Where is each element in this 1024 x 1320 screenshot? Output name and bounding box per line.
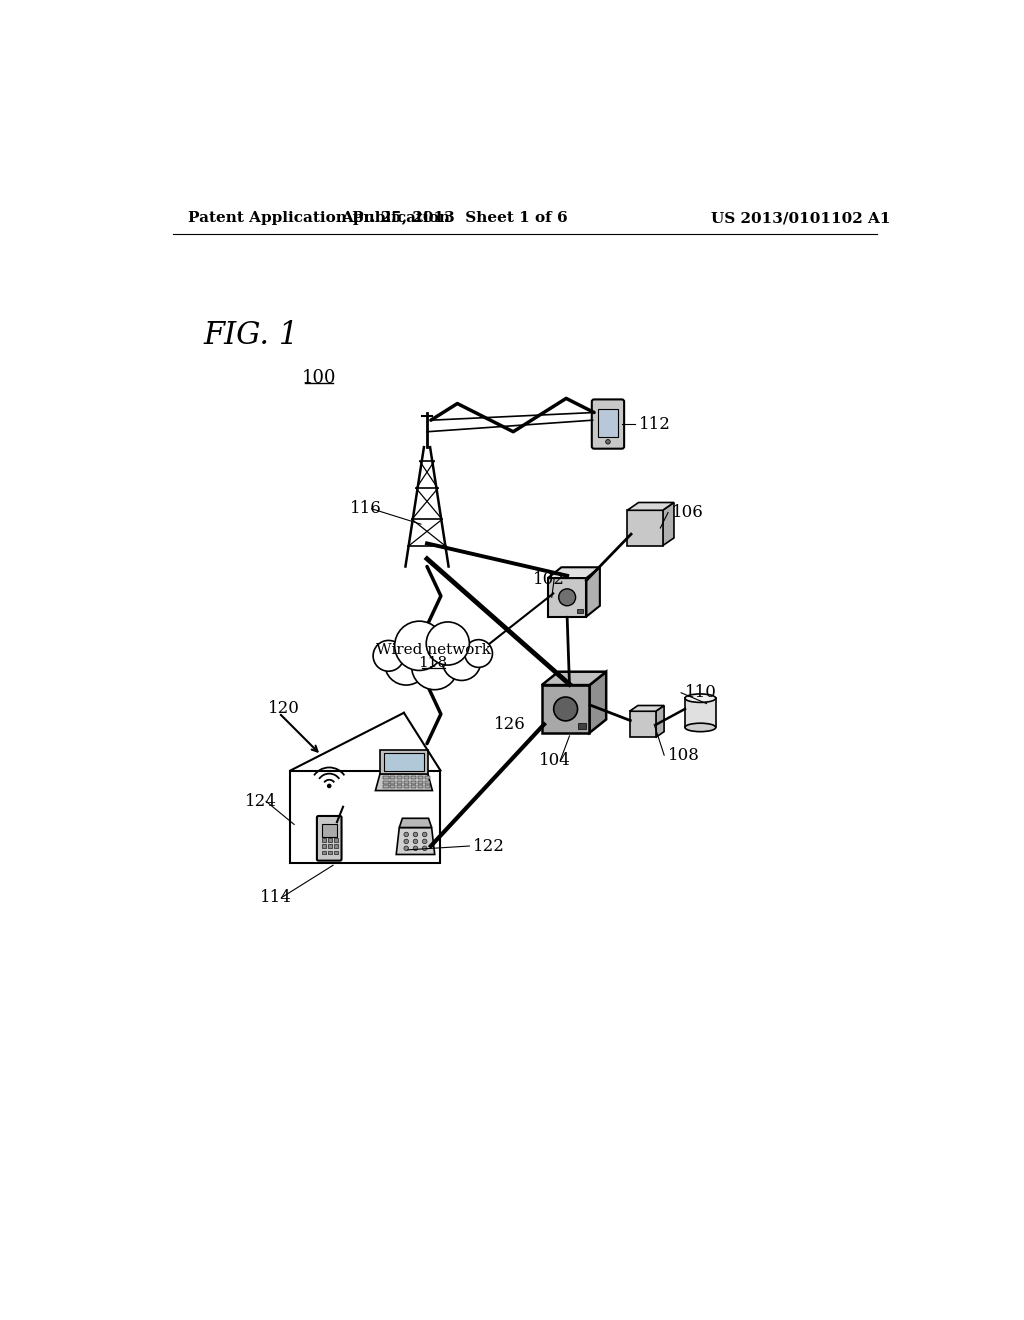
Bar — [322, 838, 326, 842]
Text: 124: 124 — [245, 793, 276, 810]
Text: Apr. 25, 2013  Sheet 1 of 6: Apr. 25, 2013 Sheet 1 of 6 — [341, 211, 567, 226]
Bar — [322, 845, 326, 849]
Circle shape — [403, 846, 409, 850]
Text: 106: 106 — [672, 504, 703, 521]
Polygon shape — [663, 503, 674, 545]
Bar — [578, 723, 586, 729]
Bar — [384, 752, 424, 771]
Text: 118: 118 — [419, 656, 447, 669]
Circle shape — [442, 642, 481, 681]
Bar — [418, 780, 423, 784]
Bar — [390, 776, 395, 779]
Polygon shape — [399, 818, 432, 828]
Circle shape — [327, 784, 332, 788]
Bar — [411, 785, 416, 788]
Ellipse shape — [685, 723, 716, 731]
Text: FIG. 1: FIG. 1 — [204, 319, 299, 351]
Bar — [411, 776, 416, 779]
Bar — [328, 845, 333, 849]
Text: 114: 114 — [260, 890, 292, 906]
Bar — [418, 785, 423, 788]
Bar — [328, 838, 333, 842]
Text: US 2013/0101102 A1: US 2013/0101102 A1 — [711, 211, 890, 226]
Text: 100: 100 — [302, 368, 337, 387]
Circle shape — [559, 589, 575, 606]
Polygon shape — [685, 698, 716, 727]
Circle shape — [554, 697, 578, 721]
Bar — [418, 776, 423, 779]
Text: 108: 108 — [668, 747, 699, 764]
Circle shape — [373, 640, 403, 672]
Bar — [598, 409, 617, 437]
Polygon shape — [548, 578, 587, 616]
Circle shape — [403, 832, 409, 837]
Text: 102: 102 — [532, 572, 564, 589]
FancyBboxPatch shape — [316, 816, 342, 861]
Bar — [390, 785, 395, 788]
Circle shape — [605, 440, 610, 444]
Ellipse shape — [685, 694, 716, 702]
Circle shape — [413, 840, 418, 843]
Circle shape — [413, 832, 418, 837]
Circle shape — [422, 840, 427, 843]
Bar — [397, 776, 402, 779]
Text: 120: 120 — [267, 701, 299, 718]
Bar — [578, 609, 584, 614]
Bar — [334, 838, 339, 842]
Bar — [403, 785, 410, 788]
Polygon shape — [655, 705, 665, 738]
Text: 126: 126 — [494, 715, 525, 733]
Text: 104: 104 — [539, 752, 570, 770]
Bar — [322, 850, 326, 854]
Polygon shape — [542, 672, 606, 685]
Circle shape — [403, 840, 409, 843]
Bar — [411, 780, 416, 784]
Bar — [403, 776, 410, 779]
Circle shape — [412, 644, 458, 690]
Polygon shape — [542, 685, 590, 733]
Bar — [383, 785, 388, 788]
FancyBboxPatch shape — [592, 400, 625, 449]
Polygon shape — [376, 774, 432, 791]
Bar — [425, 780, 430, 784]
Text: Patent Application Publication: Patent Application Publication — [188, 211, 451, 226]
Circle shape — [426, 622, 469, 665]
Circle shape — [413, 846, 418, 850]
Circle shape — [422, 846, 427, 850]
Polygon shape — [628, 511, 663, 545]
Bar — [390, 780, 395, 784]
Circle shape — [465, 640, 493, 668]
Text: 116: 116 — [350, 500, 382, 517]
Text: Wired network: Wired network — [376, 643, 490, 656]
Bar — [383, 780, 388, 784]
Text: 110: 110 — [685, 684, 717, 701]
Bar — [383, 776, 388, 779]
Circle shape — [394, 622, 444, 671]
Bar — [425, 785, 430, 788]
Polygon shape — [587, 568, 600, 616]
Circle shape — [385, 642, 428, 685]
Text: 112: 112 — [639, 416, 671, 433]
Polygon shape — [630, 711, 655, 738]
Polygon shape — [548, 568, 600, 578]
Bar — [425, 776, 430, 779]
Text: 122: 122 — [473, 837, 505, 854]
Polygon shape — [380, 750, 428, 774]
Polygon shape — [590, 672, 606, 733]
Polygon shape — [630, 705, 665, 711]
Bar — [334, 850, 339, 854]
Polygon shape — [396, 828, 435, 854]
Bar — [403, 780, 410, 784]
Bar — [397, 785, 402, 788]
Polygon shape — [628, 503, 674, 511]
Bar — [322, 824, 337, 837]
Bar — [334, 845, 339, 849]
Bar — [328, 850, 333, 854]
Circle shape — [422, 832, 427, 837]
Bar — [397, 780, 402, 784]
